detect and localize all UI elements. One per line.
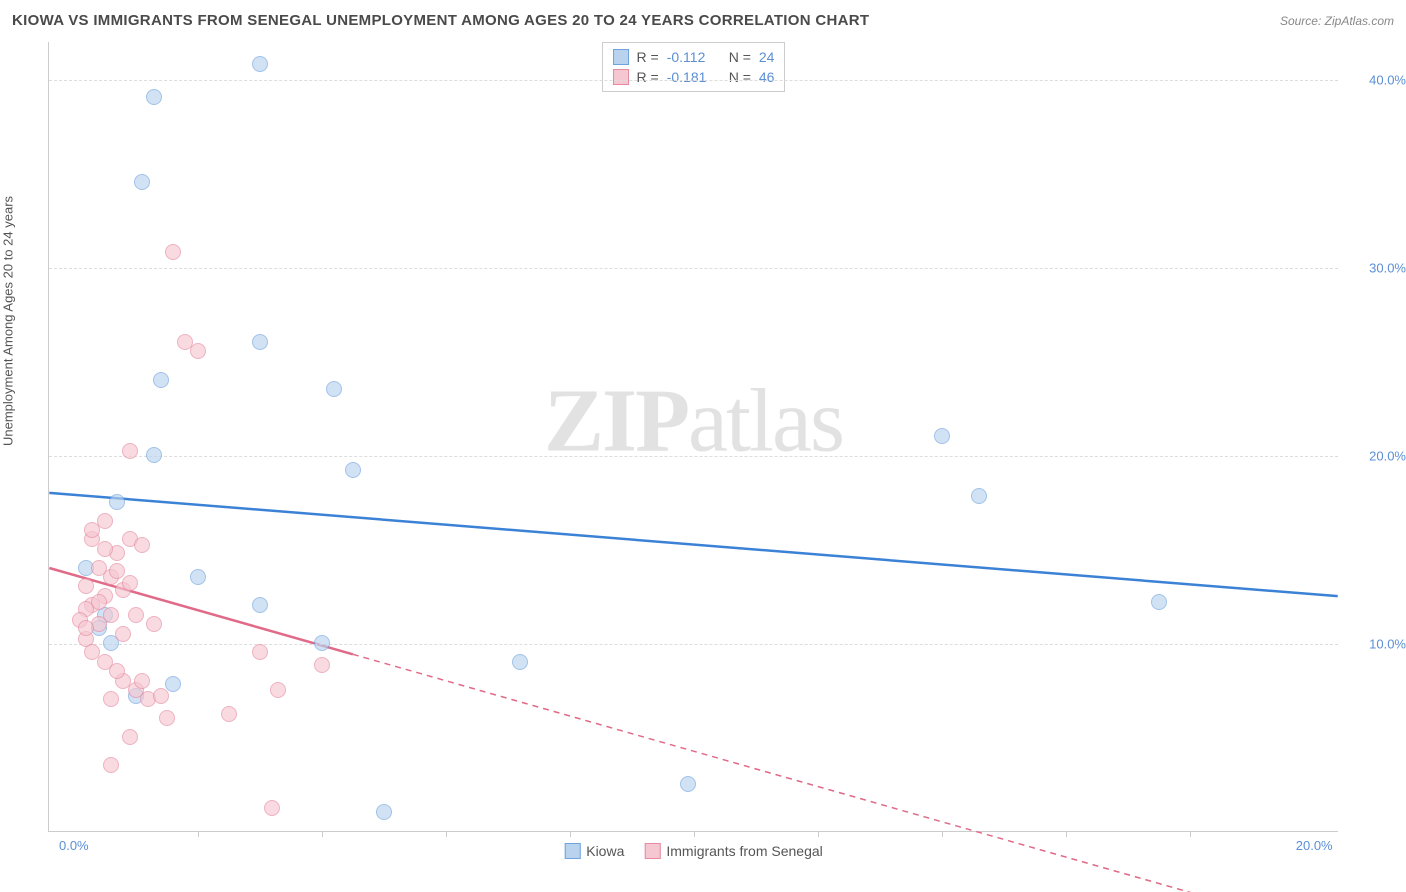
scatter-point [680, 776, 696, 792]
series-legend: Kiowa Immigrants from Senegal [564, 843, 823, 859]
scatter-point [153, 688, 169, 704]
scatter-point [252, 56, 268, 72]
scatter-point [103, 607, 119, 623]
scatter-point [109, 494, 125, 510]
scatter-point [146, 89, 162, 105]
legend-row: R = -0.181 N = 46 [613, 67, 775, 87]
scatter-point [345, 462, 361, 478]
x-tick [942, 831, 943, 837]
scatter-point [103, 757, 119, 773]
scatter-point [376, 804, 392, 820]
legend-r-value: -0.181 [667, 69, 721, 85]
y-tick-label: 10.0% [1369, 636, 1406, 651]
scatter-point [165, 244, 181, 260]
scatter-point [512, 654, 528, 670]
gridline [49, 456, 1338, 457]
scatter-point [252, 644, 268, 660]
correlation-legend: R = -0.112 N = 24 R = -0.181 N = 46 [602, 42, 786, 92]
scatter-point [78, 620, 94, 636]
legend-series-name: Kiowa [586, 843, 624, 859]
scatter-point [128, 607, 144, 623]
scatter-point [134, 174, 150, 190]
x-tick [1190, 831, 1191, 837]
scatter-point [314, 657, 330, 673]
y-axis-label: Unemployment Among Ages 20 to 24 years [1, 196, 16, 446]
scatter-point [84, 522, 100, 538]
y-tick-label: 40.0% [1369, 72, 1406, 87]
scatter-point [190, 343, 206, 359]
scatter-point [122, 575, 138, 591]
y-tick-label: 20.0% [1369, 448, 1406, 463]
scatter-plot-area: ZIPatlas R =-0.112N =24R =-0.181N =46 Ki… [48, 42, 1338, 832]
legend-r-value: -0.112 [667, 49, 721, 65]
x-tick [818, 831, 819, 837]
scatter-point [78, 578, 94, 594]
gridline [49, 644, 1338, 645]
scatter-point [134, 537, 150, 553]
legend-item: Kiowa [564, 843, 624, 859]
legend-n-label: N = [729, 49, 751, 65]
scatter-point [1151, 594, 1167, 610]
legend-n-label: N = [729, 69, 751, 85]
legend-r-label: R = [637, 69, 659, 85]
scatter-point [264, 800, 280, 816]
scatter-point [146, 447, 162, 463]
legend-swatch [564, 843, 580, 859]
scatter-point [115, 626, 131, 642]
x-tick [1066, 831, 1067, 837]
x-tick [198, 831, 199, 837]
scatter-point [122, 729, 138, 745]
scatter-point [971, 488, 987, 504]
legend-series-name: Immigrants from Senegal [666, 843, 822, 859]
scatter-point [146, 616, 162, 632]
legend-item: Immigrants from Senegal [644, 843, 822, 859]
scatter-point [103, 691, 119, 707]
scatter-point [97, 541, 113, 557]
chart-title: KIOWA VS IMMIGRANTS FROM SENEGAL UNEMPLO… [12, 12, 869, 29]
source-attribution: Source: ZipAtlas.com [1280, 14, 1394, 28]
legend-r-label: R = [637, 49, 659, 65]
scatter-point [134, 673, 150, 689]
legend-n-value: 46 [759, 69, 775, 85]
scatter-point [153, 372, 169, 388]
legend-n-value: 24 [759, 49, 775, 65]
x-tick-label: 0.0% [59, 838, 89, 853]
scatter-point [165, 676, 181, 692]
y-tick-label: 30.0% [1369, 260, 1406, 275]
scatter-point [109, 663, 125, 679]
scatter-point [190, 569, 206, 585]
x-tick [322, 831, 323, 837]
scatter-point [221, 706, 237, 722]
trend-line-dashed [353, 654, 1338, 892]
trend-line [49, 493, 1337, 596]
trend-lines-layer [49, 42, 1338, 831]
x-tick [570, 831, 571, 837]
scatter-point [252, 334, 268, 350]
x-tick [694, 831, 695, 837]
scatter-point [159, 710, 175, 726]
gridline [49, 268, 1338, 269]
legend-row: R = -0.112 N = 24 [613, 47, 775, 67]
scatter-point [270, 682, 286, 698]
x-tick [446, 831, 447, 837]
scatter-point [91, 594, 107, 610]
legend-swatch [613, 69, 629, 85]
scatter-point [934, 428, 950, 444]
scatter-point [314, 635, 330, 651]
x-tick-label: 20.0% [1296, 838, 1333, 853]
scatter-point [122, 443, 138, 459]
gridline [49, 80, 1338, 81]
legend-swatch [613, 49, 629, 65]
legend-swatch [644, 843, 660, 859]
scatter-point [326, 381, 342, 397]
scatter-point [252, 597, 268, 613]
